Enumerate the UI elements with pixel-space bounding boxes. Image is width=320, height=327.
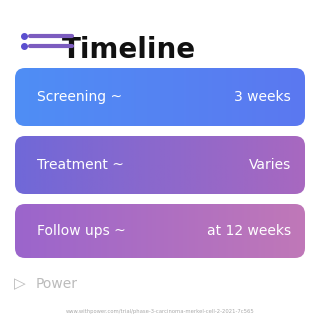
Text: www.withpower.com/trial/phase-3-carcinoma-merkel-cell-2-2021-7c565: www.withpower.com/trial/phase-3-carcinom… [66, 309, 254, 315]
Text: Treatment ~: Treatment ~ [37, 158, 124, 172]
Text: 3 weeks: 3 weeks [234, 90, 291, 104]
Text: Varies: Varies [249, 158, 291, 172]
Text: Timeline: Timeline [62, 36, 196, 64]
Text: at 12 weeks: at 12 weeks [207, 224, 291, 238]
Text: Follow ups ~: Follow ups ~ [37, 224, 126, 238]
Text: Screening ~: Screening ~ [37, 90, 122, 104]
Text: Power: Power [36, 277, 78, 291]
Text: ▷: ▷ [14, 277, 26, 291]
